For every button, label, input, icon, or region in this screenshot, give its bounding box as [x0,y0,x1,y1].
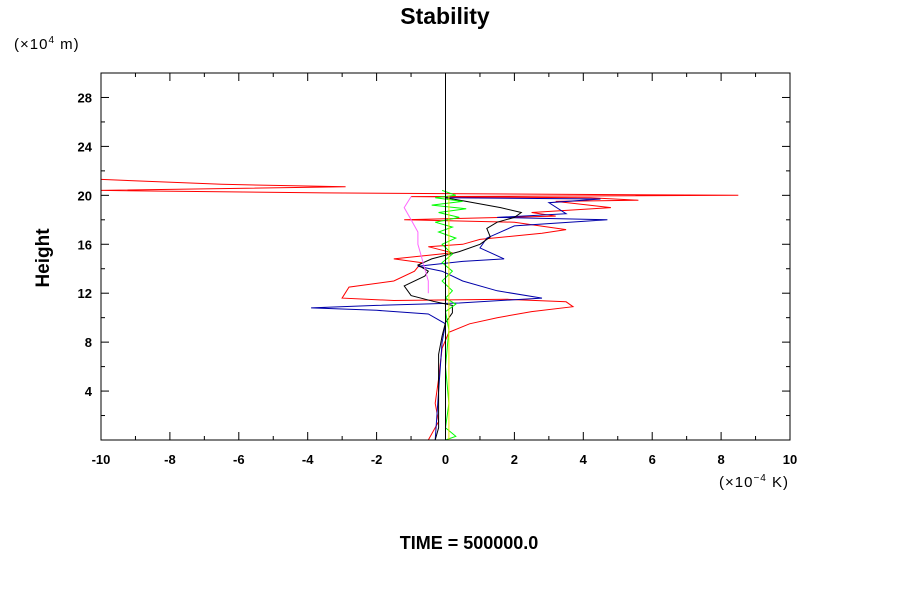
y-tick-label: 24 [78,139,93,154]
series-line-5 [431,189,467,441]
series-line-4 [403,196,429,294]
y-tick-label: 12 [78,286,92,301]
x-tick-label: 6 [649,452,656,467]
y-unit-label: (×104 m) [14,35,80,53]
series-line-3 [403,197,523,441]
x-tick-label: -2 [371,452,383,467]
x-tick-label: 10 [783,452,797,467]
x-tick-label: -10 [92,452,111,467]
x-tick-label: -6 [233,452,245,467]
x-tick-label: 0 [442,452,449,467]
y-tick-label: 28 [78,90,92,105]
time-label: TIME = 500000.0 [400,533,539,553]
y-tick-label: 16 [78,237,92,252]
x-tick-label: 2 [511,452,518,467]
series-layer [100,178,739,441]
x-tick-label: 4 [580,452,588,467]
x-tick-label: -4 [302,452,314,467]
chart-title: Stability [400,3,490,29]
y-tick-label: 8 [85,335,92,350]
y-tick-label: 4 [85,384,93,399]
series-line-2 [311,197,608,441]
y-axis-label: Height [33,228,54,288]
x-unit-label: (×10−4 K) [719,473,789,491]
series-line-1 [100,178,739,441]
y-tick-label: 20 [78,188,92,203]
x-tick-label: -8 [164,452,176,467]
x-tick-label: 8 [717,452,724,467]
